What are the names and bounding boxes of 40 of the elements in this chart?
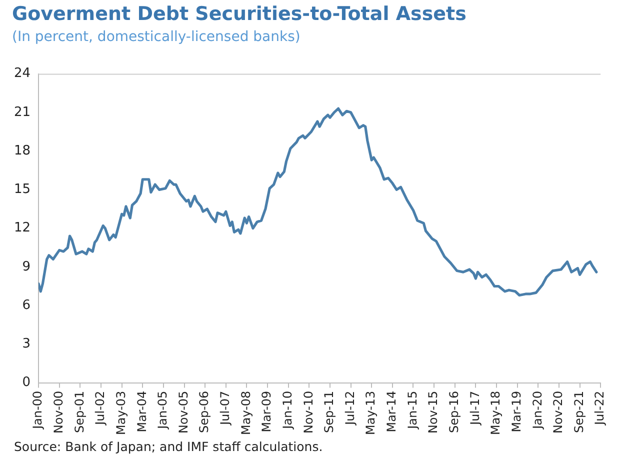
x-tick-label: May-03: [114, 390, 128, 436]
x-tick-label: Mar-14: [384, 390, 399, 432]
x-tick-label: May-08: [238, 390, 253, 436]
x-tick-label: Jan-15: [405, 390, 420, 430]
x-tick-label: Jul-07: [218, 390, 232, 426]
y-tick-label: 12: [14, 220, 31, 236]
x-tick-label: Nov-20: [551, 390, 566, 434]
x-tick-label: Sep-06: [197, 390, 212, 434]
y-tick-label: 18: [14, 143, 31, 158]
y-tick-label: 24: [14, 66, 31, 82]
x-tick-label: Jul-12: [342, 390, 357, 426]
x-tick-label: Jul-22: [592, 390, 607, 426]
x-tick-label: Nov-10: [301, 390, 316, 434]
y-tick-label: 3: [22, 336, 31, 352]
x-tick-label: Sep-21: [572, 390, 586, 434]
x-tick-label: Jan-10: [280, 390, 294, 430]
x-tick-label: May-13: [364, 390, 378, 436]
x-tick-label: May-18: [488, 390, 503, 436]
x-tick-label: Nov-15: [426, 390, 440, 434]
x-tick-label: Nov-00: [51, 390, 66, 434]
x-tick-label: Jan-20: [530, 390, 544, 430]
x-tick-label: Jan-00: [30, 390, 45, 430]
y-tick-label: 21: [14, 104, 31, 120]
x-tick-label: Jul-02: [93, 390, 108, 426]
x-tick-label: Mar-19: [509, 390, 524, 432]
x-tick-label: Jan-05: [156, 390, 170, 430]
x-tick-label: Jul-17: [468, 390, 482, 426]
source-note: Source: Bank of Japan; and IMF staff calculations.: [14, 439, 323, 454]
x-tick-label: Mar-09: [260, 390, 274, 432]
y-tick-label: 0: [22, 375, 31, 390]
x-tick-label: Sep-11: [322, 390, 336, 434]
x-tick-label: Mar-04: [134, 390, 149, 432]
x-tick-label: Nov-05: [176, 390, 190, 434]
y-tick-label: 9: [22, 259, 31, 274]
chart-title: Goverment Debt Securities-to-Total Assets: [12, 3, 466, 25]
y-tick-label: 15: [14, 182, 31, 198]
y-tick-label: 6: [22, 298, 31, 313]
x-tick-label: Sep-01: [72, 390, 86, 434]
x-tick-label: Sep-16: [447, 390, 462, 434]
chart-subtitle: (In percent, domestically-licensed banks): [12, 29, 300, 45]
